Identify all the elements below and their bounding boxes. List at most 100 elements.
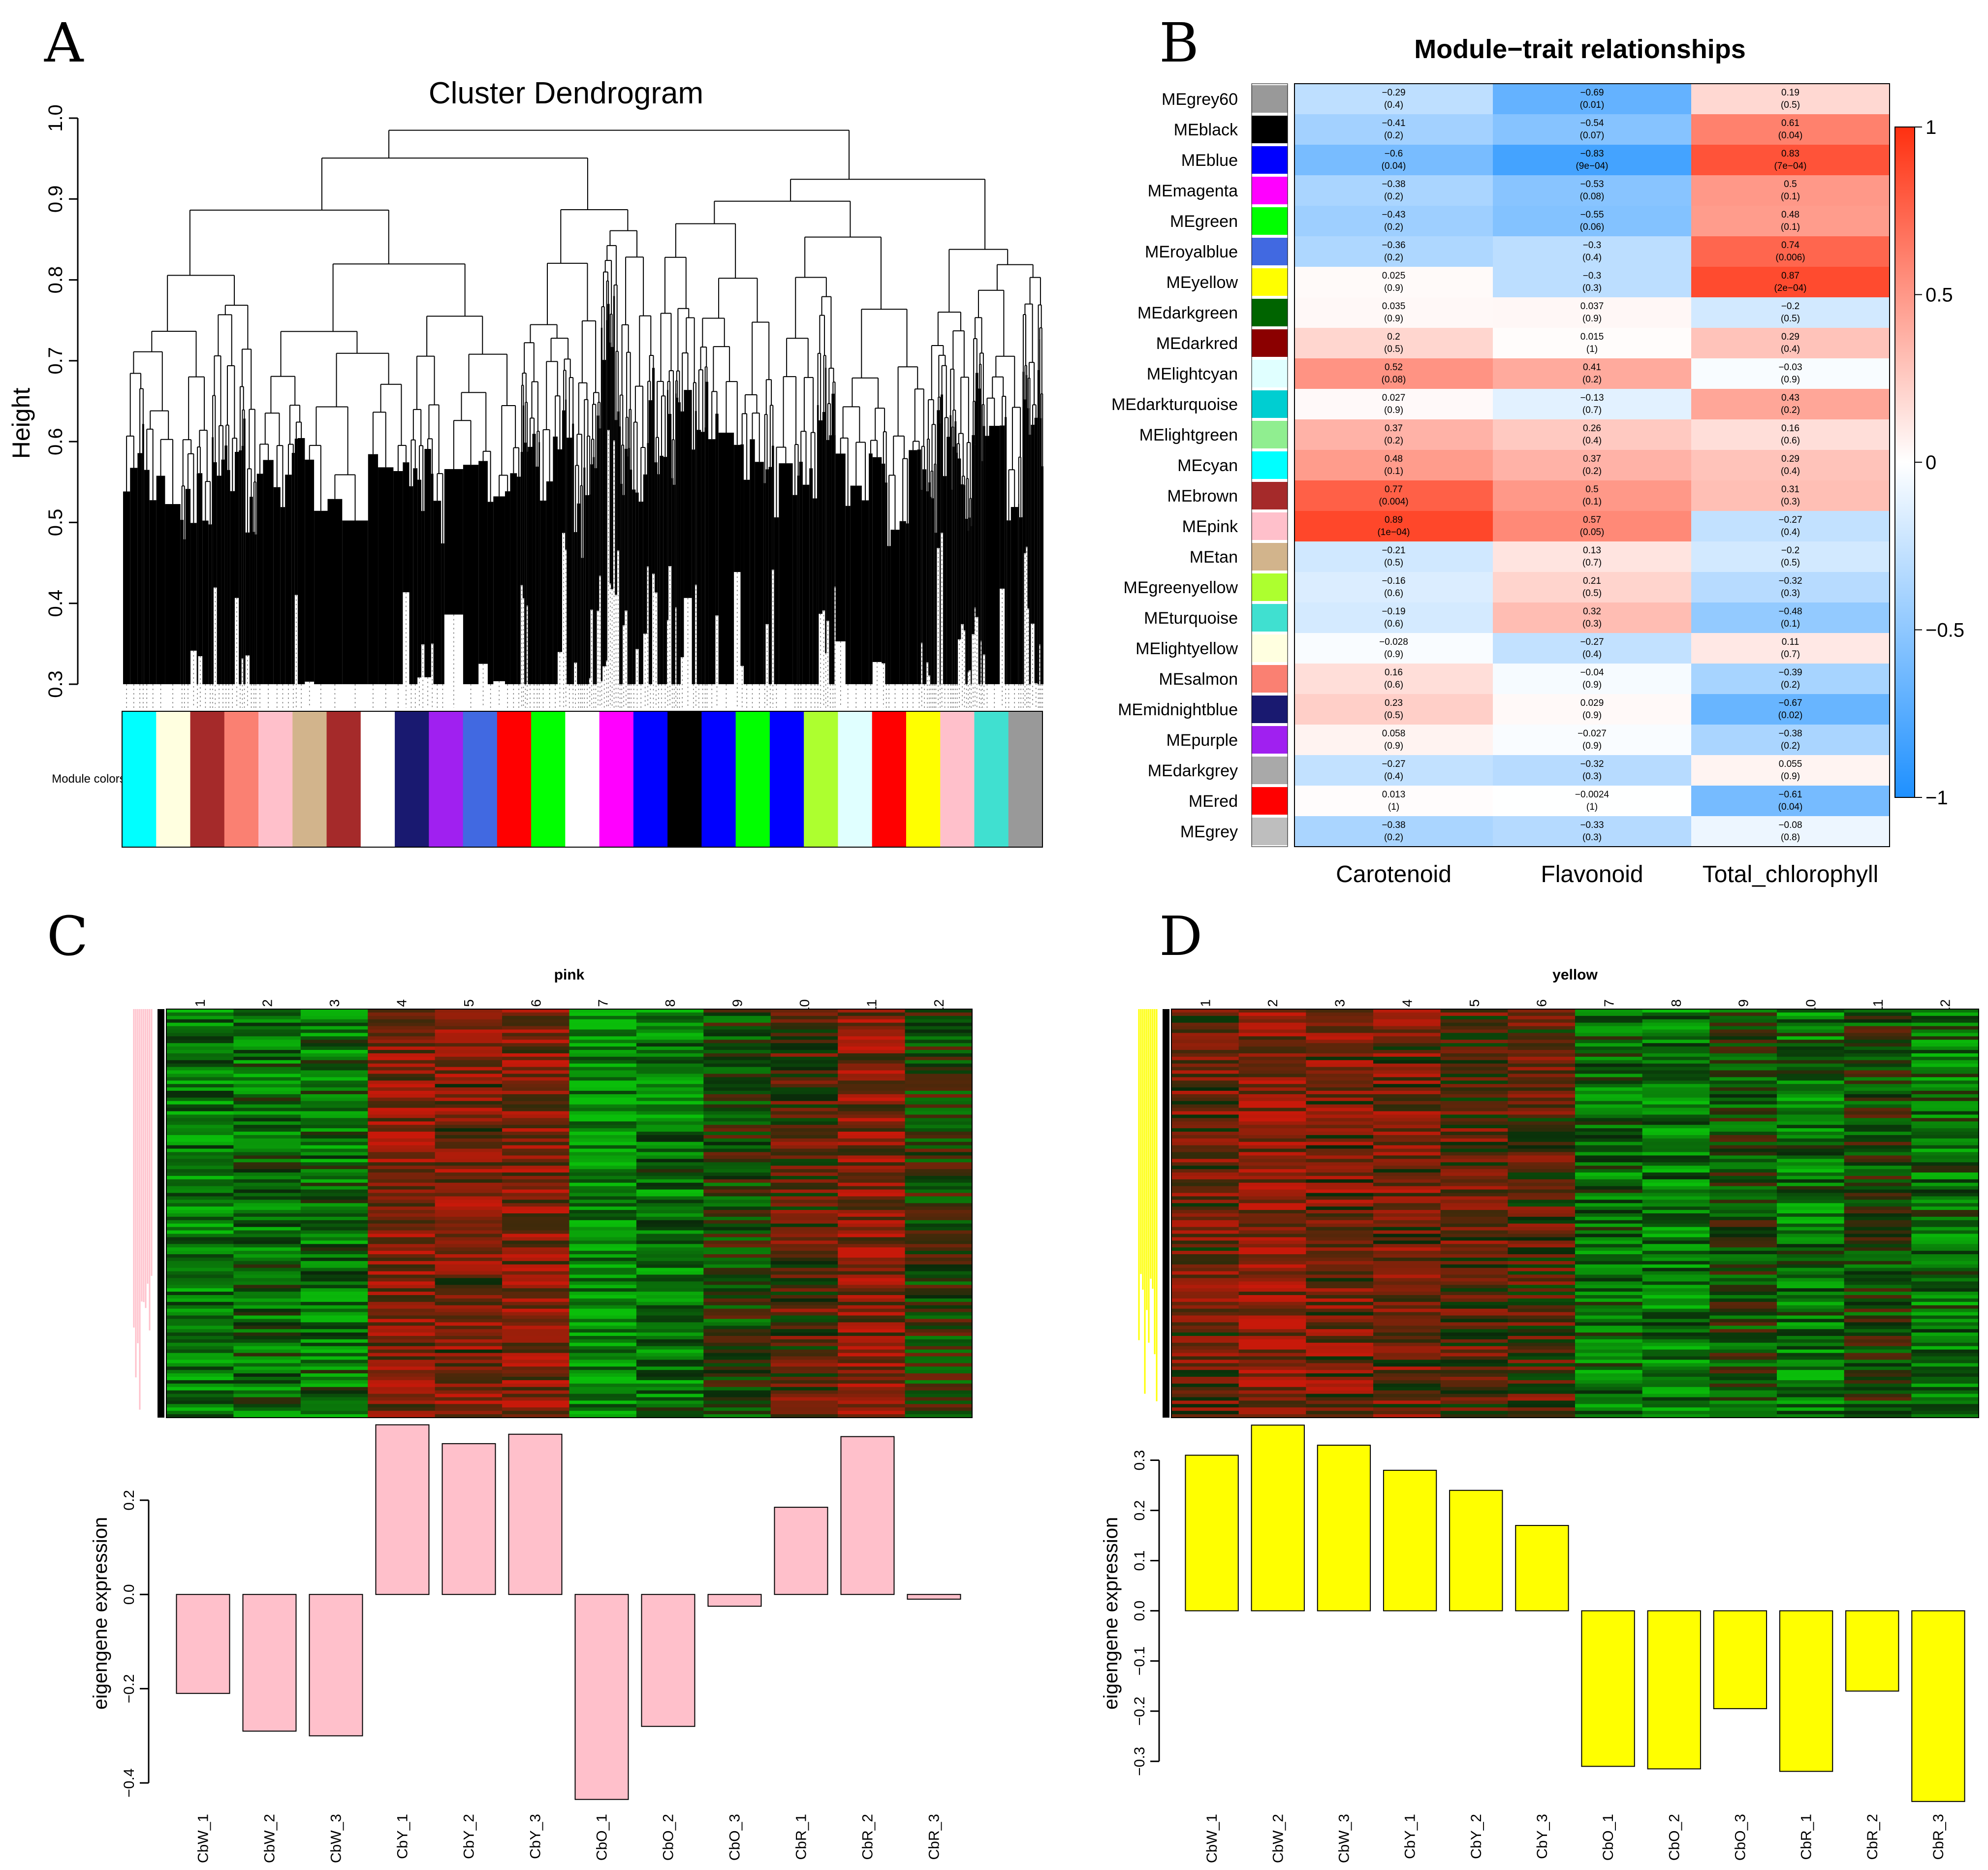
module-heatmap-side-bar <box>158 1009 164 1418</box>
module-heatmap-cell <box>300 1074 368 1078</box>
module-heatmap-cell <box>1238 1074 1306 1078</box>
module-heatmap-cell <box>1238 1128 1306 1132</box>
module-heatmap-cell <box>1373 1356 1441 1360</box>
module-heatmap-cell <box>1373 1179 1441 1183</box>
module-heatmap-cell <box>1575 1040 1643 1044</box>
module-heatmap-cell <box>1709 1377 1777 1381</box>
module-heatmap-cell <box>1911 1315 1979 1319</box>
module-heatmap-cell <box>838 1295 906 1299</box>
dendrogram-leaf-cluster <box>144 470 150 684</box>
module-heatmap-cell <box>1709 1210 1777 1214</box>
module-heatmap-cell <box>905 1414 973 1418</box>
module-heatmap-cell <box>1508 1322 1576 1326</box>
module-heatmap-cell <box>1306 1315 1374 1319</box>
module-heatmap-cell <box>1911 1394 1979 1397</box>
module-heatmap-cell <box>300 1155 368 1159</box>
module-heatmap-cell <box>1238 1060 1306 1064</box>
module-heatmap-cell <box>1306 1091 1374 1095</box>
module-heatmap-cell <box>435 1339 503 1343</box>
module-heatmap-cell <box>1575 1390 1643 1395</box>
module-heatmap-cell <box>1709 1169 1777 1173</box>
module-heatmap-cell <box>300 1288 368 1292</box>
module-heatmap-cell <box>838 1152 906 1156</box>
module-heatmap-cell <box>1373 1200 1441 1204</box>
module-heatmap-cell <box>703 1251 771 1255</box>
module-heatmap-cell <box>1373 1019 1441 1023</box>
module-heatmap-cell <box>1642 1193 1710 1197</box>
module-heatmap-cell <box>502 1063 569 1068</box>
module-heatmap-cell <box>1440 1108 1508 1111</box>
module-heatmap-cell <box>1777 1148 1845 1152</box>
module-color-swatch <box>1252 390 1288 418</box>
module-heatmap-cell <box>1238 1295 1306 1299</box>
module-heatmap-cell <box>502 1056 569 1061</box>
module-heatmap-cell <box>1440 1285 1508 1289</box>
module-heatmap-cell <box>435 1097 503 1102</box>
module-heatmap-cell <box>1440 1070 1508 1074</box>
module-heatmap-cell <box>502 1009 569 1013</box>
module-heatmap-cell <box>1709 1196 1777 1200</box>
module-heatmap-cell <box>233 1114 301 1118</box>
module-heatmap-cell <box>1306 1390 1374 1395</box>
dendrogram-leaf-cluster <box>705 381 709 684</box>
module-heatmap-cell <box>770 1074 838 1078</box>
module-heatmap-cell <box>770 1138 838 1142</box>
module-heatmap-column-label: 6 <box>1534 999 1549 1007</box>
dendrogram-leaf-cluster <box>949 415 952 684</box>
module-heatmap-cell <box>569 1261 637 1265</box>
module-heatmap-cell <box>636 1080 704 1084</box>
module-heatmap-cell <box>233 1414 301 1418</box>
module-heatmap-cell <box>1642 1234 1710 1237</box>
heatmap-cell <box>1493 511 1691 541</box>
eigengene-ytick-label: 0.2 <box>1132 1500 1148 1521</box>
module-heatmap-cell <box>838 1373 906 1377</box>
module-heatmap-cell <box>1777 1319 1845 1323</box>
module-heatmap-cell <box>435 1091 503 1095</box>
module-heatmap-cell <box>166 1373 234 1377</box>
module-heatmap-cell <box>1709 1356 1777 1360</box>
module-heatmap-cell <box>1709 1111 1777 1115</box>
module-heatmap-cell <box>233 1046 301 1050</box>
module-heatmap-cell <box>1642 1346 1710 1350</box>
dendrogram-leaf-cluster <box>574 532 577 663</box>
heatmap-cell <box>1691 572 1890 602</box>
heatmap-cell-pvalue: (0.006) <box>1775 253 1805 263</box>
module-heatmap-cell <box>1911 1101 1979 1105</box>
module-heatmap-cell <box>569 1097 637 1102</box>
module-heatmap-cell <box>1306 1227 1374 1231</box>
dendrogram-leaf-cluster <box>740 444 744 666</box>
module-color-segment <box>360 711 396 847</box>
module-heatmap-cell <box>435 1175 503 1180</box>
module-heatmap-cell <box>770 1206 838 1210</box>
module-heatmap-cell <box>1911 1155 1979 1159</box>
module-heatmap-cell <box>1171 1040 1239 1044</box>
module-heatmap-cell <box>1777 1087 1845 1091</box>
module-heatmap-cell <box>233 1254 301 1258</box>
module-heatmap-cell <box>569 1305 637 1309</box>
module-heatmap-border <box>166 1009 973 1418</box>
module-heatmap-cell <box>368 1400 436 1404</box>
module-heatmap-cell <box>300 1060 368 1064</box>
module-heatmap-cell <box>1642 1247 1710 1251</box>
module-heatmap-cell <box>1709 1166 1777 1170</box>
module-heatmap-cell <box>1508 1315 1576 1319</box>
module-heatmap-cell <box>1777 1155 1845 1159</box>
module-heatmap-cell <box>1844 1087 1912 1091</box>
module-heatmap-cell <box>636 1329 704 1333</box>
module-heatmap-cell <box>1709 1050 1777 1054</box>
module-heatmap-cell <box>1306 1366 1374 1370</box>
module-heatmap-cell <box>1238 1056 1306 1061</box>
module-heatmap-cell <box>435 1394 503 1397</box>
module-heatmap-cell <box>1642 1366 1710 1370</box>
module-heatmap-cell <box>502 1022 569 1027</box>
module-heatmap-cell <box>1844 1366 1912 1370</box>
module-heatmap-cell <box>166 1169 234 1173</box>
module-heatmap-cell <box>1373 1363 1441 1367</box>
module-heatmap-cell <box>1642 1056 1710 1061</box>
module-heatmap-cell <box>703 1373 771 1377</box>
module-heatmap-cell <box>1373 1326 1441 1330</box>
module-heatmap-cell <box>300 1261 368 1265</box>
module-heatmap-cell <box>368 1186 436 1190</box>
module-heatmap-cell <box>1171 1301 1239 1306</box>
module-heatmap-cell <box>1238 1094 1306 1098</box>
